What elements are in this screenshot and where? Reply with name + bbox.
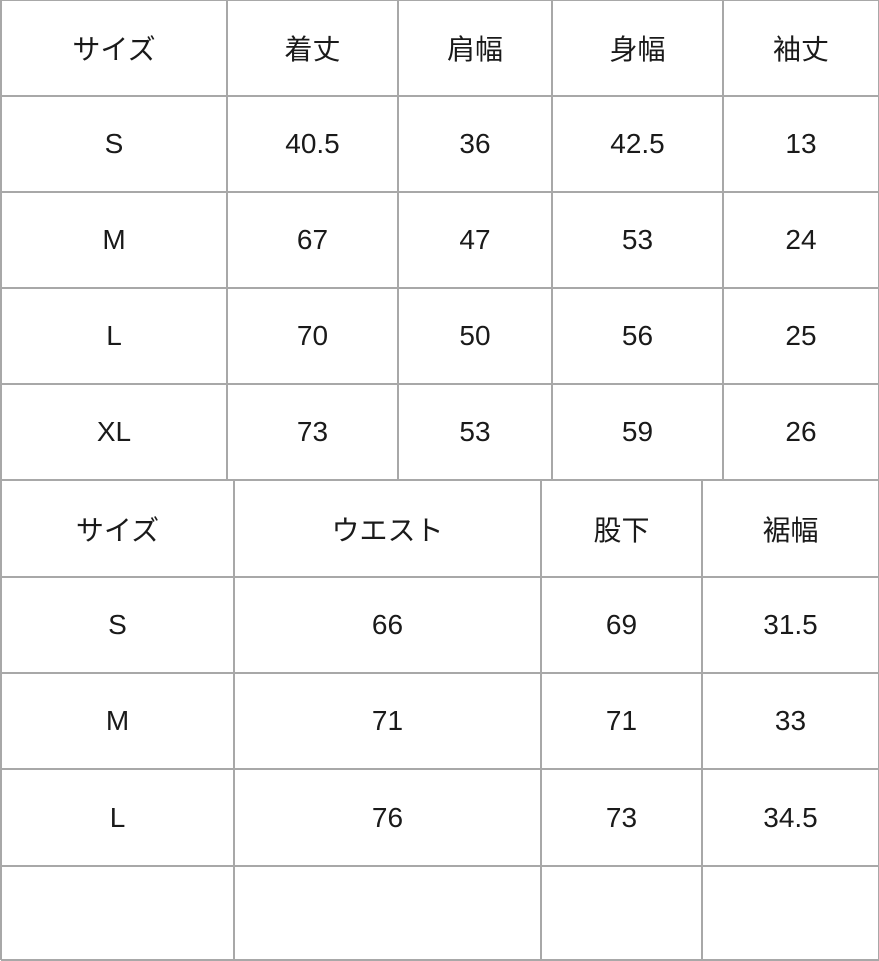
tops-table-cell: S — [104, 128, 124, 159]
row-divider — [1, 865, 879, 867]
row-divider — [1, 287, 879, 289]
row-divider — [1, 768, 879, 770]
column-divider — [233, 480, 235, 960]
column-divider — [0, 480, 2, 960]
column-divider — [540, 480, 542, 960]
tops-table-header-cell: サイズ — [72, 34, 156, 65]
tops-table-cell: L — [106, 320, 122, 351]
row-divider — [1, 576, 879, 578]
bottoms-table-cell: 34.5 — [763, 801, 818, 833]
column-divider — [397, 0, 399, 480]
row-divider — [1, 383, 879, 385]
tops-table-cell: 56 — [621, 320, 654, 351]
bottoms-table-cell: L — [109, 801, 126, 833]
tops-table-header-cell: 着丈 — [284, 34, 341, 65]
bottoms-table-cell: 76 — [371, 801, 404, 833]
tops-table-header-cell: 身幅 — [609, 34, 666, 65]
bottoms-table-header-cell: サイズ — [75, 514, 160, 546]
tops-table-cell: 50 — [459, 320, 491, 351]
tops-table-cell: 36 — [459, 128, 491, 159]
tops-table-cell: XL — [96, 416, 132, 447]
bottoms-table-cell: 69 — [605, 609, 638, 640]
bottoms-table-header-cell: ウエスト — [331, 514, 444, 546]
bottoms-table-cell: 33 — [774, 705, 807, 736]
bottoms-table-cell: M — [105, 705, 130, 736]
tops-table-cell: 40.5 — [285, 128, 340, 159]
row-divider — [1, 672, 879, 674]
tops-table-cell: 47 — [459, 224, 491, 255]
tops-table-cell: 53 — [621, 224, 654, 255]
column-divider — [701, 480, 703, 960]
tops-table-cell: 42.5 — [610, 128, 665, 159]
column-divider — [722, 0, 724, 480]
bottoms-table-cell: 66 — [371, 609, 404, 640]
bottoms-table-cell: 71 — [371, 705, 404, 736]
tops-table-cell: M — [102, 224, 126, 255]
tops-table-header-cell: 肩幅 — [446, 34, 503, 65]
row-divider — [1, 95, 879, 97]
row-divider — [1, 479, 879, 481]
bottoms-table-cell: S — [108, 609, 127, 640]
bottoms-table-header-cell: 裾幅 — [762, 514, 819, 546]
tops-table-cell: 25 — [785, 320, 817, 351]
bottoms-table-cell: 71 — [605, 705, 638, 736]
column-divider — [0, 0, 2, 480]
row-divider — [1, 0, 879, 1]
tops-table-cell: 26 — [785, 416, 817, 447]
tops-table-header-cell: 袖丈 — [772, 34, 829, 65]
tops-table-cell: 53 — [459, 416, 491, 447]
bottoms-table-header-cell: 股下 — [593, 514, 650, 546]
column-divider — [226, 0, 228, 480]
bottoms-table-cell: 31.5 — [763, 609, 818, 640]
tops-table-cell: 13 — [785, 128, 817, 159]
tops-table-cell: 59 — [621, 416, 654, 447]
tops-table-cell: 73 — [296, 416, 329, 447]
bottoms-table-cell: 73 — [605, 801, 638, 833]
tops-table-cell: 70 — [296, 320, 329, 351]
tops-table-cell: 67 — [296, 224, 329, 255]
tops-table-cell: 24 — [785, 224, 817, 255]
row-divider — [1, 191, 879, 193]
column-divider — [551, 0, 553, 480]
